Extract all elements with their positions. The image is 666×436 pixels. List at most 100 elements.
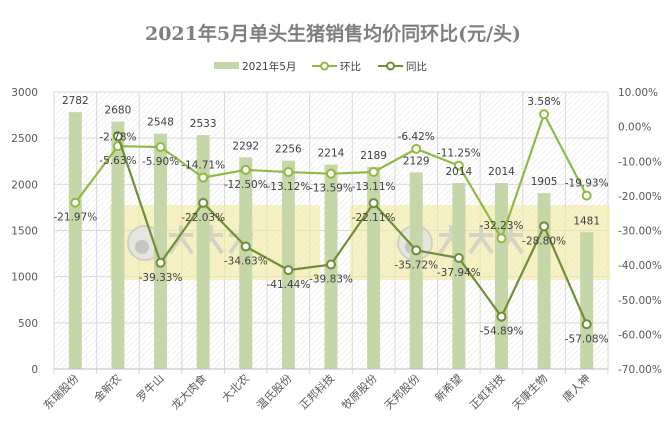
chart-title: 2021年5月单头生猪销售均价同环比(元/头): [145, 22, 521, 45]
bar: [494, 183, 508, 369]
left-tick-label: 500: [18, 318, 38, 330]
bar: [239, 157, 253, 369]
line-marker: [496, 311, 507, 322]
left-tick-label: 1500: [11, 226, 38, 238]
bar-value-label: 2214: [318, 148, 345, 160]
bar-value-label: 2256: [275, 144, 302, 156]
line-value-label: -2.78%: [99, 131, 136, 143]
legend: 2021年5月 环比 同比: [214, 60, 427, 73]
category-label: 新希望: [432, 371, 465, 404]
bar: [281, 160, 295, 369]
line-marker: [411, 143, 422, 154]
line-value-label: -11.25%: [437, 148, 481, 160]
line-value-label: -5.63%: [99, 155, 136, 167]
legend-label: 环比: [340, 60, 361, 73]
line-marker: [453, 252, 464, 263]
watermark-logo-icon: [135, 240, 149, 254]
legend-label: 同比: [406, 60, 427, 73]
bar-value-label: 2014: [445, 166, 472, 178]
category-label: 天邦股份: [382, 372, 422, 412]
line-marker: [411, 245, 422, 256]
bar-value-label: 2533: [190, 118, 217, 130]
data-labels: 2782 2680 2548 2533 2292 2256 2214 2189 2129 2014…: [53, 95, 608, 345]
bar: [580, 232, 594, 369]
line-value-label: -13.59%: [309, 183, 353, 195]
bar-value-label: 2189: [360, 150, 387, 162]
line-value-label: -14.71%: [181, 160, 225, 172]
bar-value-label: 1905: [531, 176, 558, 188]
line-value-label: -21.97%: [53, 212, 97, 224]
right-tick-label: 10.00%: [618, 87, 658, 99]
line-value-label: -35.72%: [394, 259, 438, 271]
left-tick-label: 2500: [11, 133, 38, 145]
line-marker: [155, 257, 166, 268]
line-marker: [240, 241, 251, 252]
bar-value-label: 2292: [232, 140, 259, 152]
line-value-label: -39.33%: [139, 272, 183, 284]
line-marker: [581, 319, 592, 330]
category-label: 天康生物: [509, 371, 550, 412]
category-label: 牧原股份: [339, 371, 380, 412]
line-marker: [539, 221, 550, 232]
category-label: 温氏股份: [254, 372, 294, 412]
category-label: 大北农: [219, 371, 252, 404]
bar: [111, 121, 125, 370]
category-label: 东瑞股份: [40, 371, 81, 412]
line-marker: [326, 259, 336, 270]
right-tick-label: -10.00%: [618, 156, 662, 168]
bar: [537, 193, 551, 369]
legend-label: 2021年5月: [242, 60, 296, 73]
line-marker: [155, 142, 166, 153]
line-marker: [198, 197, 209, 208]
bar-value-label: 2129: [403, 155, 430, 167]
line-value-label: -22.03%: [181, 212, 225, 224]
line-value-label: -5.90%: [142, 156, 179, 168]
category-label: 正虹科技: [467, 371, 508, 412]
line-value-label: -37.94%: [437, 267, 481, 279]
line-value-label: -54.89%: [480, 326, 524, 338]
line-marker: [198, 172, 209, 183]
left-tick-label: 2000: [11, 179, 38, 191]
line-同比: [116, 135, 588, 325]
legend-marker: [320, 61, 329, 71]
bar: [452, 183, 466, 369]
line-marker: [496, 233, 507, 244]
line-value-label: -13.11%: [352, 181, 396, 193]
category-label: 正邦科技: [296, 371, 337, 412]
line-value-label: -32.23%: [480, 220, 524, 232]
line-marker: [283, 265, 294, 276]
left-tick-label: 3000: [11, 87, 38, 99]
right-tick-label: -60.00%: [618, 329, 662, 341]
legend-marker: [386, 61, 395, 71]
legend-swatch-bar: [214, 62, 239, 69]
line-value-label: -57.08%: [565, 333, 609, 345]
bar-value-label: 2782: [62, 95, 89, 107]
line-value-label: -41.44%: [266, 279, 310, 291]
category-label: 龙大肉食: [168, 371, 209, 412]
line-value-label: -19.93%: [565, 178, 609, 190]
right-tick-label: -70.00%: [618, 364, 662, 376]
line-marker: [240, 164, 251, 175]
line-marker: [368, 167, 379, 178]
line-value-label: -12.50%: [224, 179, 268, 191]
bar-value-label: 2014: [488, 166, 515, 178]
line-marker: [581, 190, 592, 201]
line-marker: [112, 131, 123, 142]
lines: [70, 109, 592, 330]
category-label: 罗牛山: [133, 371, 166, 404]
line-value-label: -13.12%: [266, 181, 310, 193]
right-tick-label: -50.00%: [618, 295, 662, 307]
right-tick-label: -30.00%: [618, 226, 662, 238]
bar: [154, 133, 168, 369]
line-marker: [368, 198, 379, 209]
bar: [409, 172, 423, 369]
line-value-label: -22.11%: [352, 212, 396, 224]
right-tick-label: 0.00%: [618, 122, 651, 134]
bar: [68, 112, 82, 370]
bar-value-label: 1481: [573, 215, 600, 227]
watermark-logo-glyph: [468, 225, 494, 255]
right-tick-label: -20.00%: [618, 191, 662, 203]
line-marker: [453, 160, 464, 171]
line-marker: [283, 167, 294, 178]
